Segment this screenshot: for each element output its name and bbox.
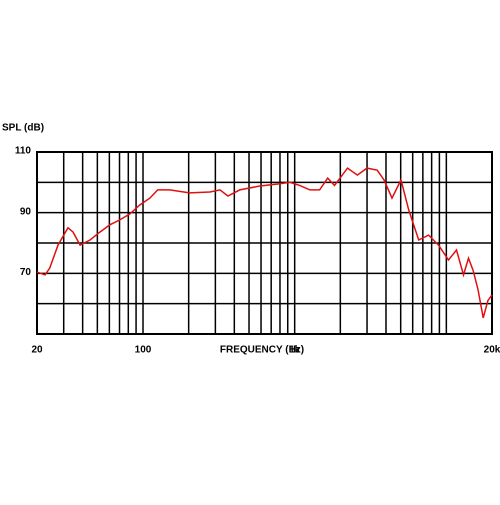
y-tick-label: 110 (15, 146, 32, 157)
x-tick-label: 100 (135, 345, 152, 356)
x-tick-label: 20 (31, 345, 43, 356)
x-tick-label: 1k (289, 345, 301, 356)
x-tick-label: 20k (484, 345, 500, 356)
response-line (36, 167, 493, 319)
y-tick-label: 70 (20, 267, 32, 278)
y-axis-label: SPL (dB) (2, 123, 44, 134)
y-tick-label: 90 (20, 206, 32, 217)
x-axis-label: FREQUENCY (Hz) (220, 345, 304, 356)
